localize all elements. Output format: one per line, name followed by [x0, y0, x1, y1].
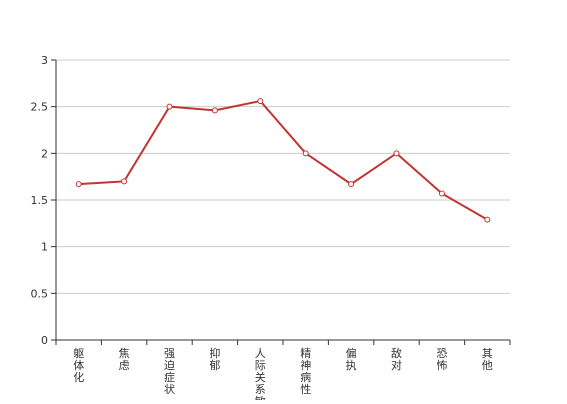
data-point — [484, 216, 491, 223]
x-tick-label: 强迫症状 — [164, 347, 175, 396]
y-tick-label: 2.5 — [31, 101, 49, 114]
data-point — [166, 103, 173, 110]
y-tick-label: 0.5 — [31, 287, 49, 300]
x-tick-label: 焦虑 — [119, 347, 130, 372]
x-tick-label: 偏执 — [346, 346, 357, 372]
data-point — [348, 181, 355, 188]
data-point — [211, 107, 218, 114]
data-point — [393, 150, 400, 157]
y-tick-label: 0 — [41, 334, 48, 347]
series-line — [78, 100, 488, 221]
data-point — [75, 181, 82, 188]
tick-labels: 0 0.5 1 1.5 2 2.5 3 躯体化 焦虑 强迫症状 抑郁 人际关系敏感 精神病性 偏执 敌对 恐怖… — [31, 54, 493, 404]
x-tick-label: 其他 — [482, 347, 493, 372]
data-point — [438, 190, 445, 197]
y-tick-label: 2 — [41, 147, 48, 160]
data-point — [302, 150, 309, 157]
x-tick-label: 人际关系敏感 — [255, 347, 266, 400]
y-tick-label: 3 — [41, 54, 48, 67]
y-tick-label: 1 — [41, 241, 48, 254]
data-point — [257, 98, 264, 105]
series-layer — [75, 98, 491, 223]
gridlines — [56, 59, 510, 294]
axes — [51, 59, 511, 345]
x-tick-label: 躯体化 — [73, 347, 84, 384]
x-tick-label: 抑郁 — [209, 346, 220, 372]
x-tick-label: 敌对 — [391, 346, 402, 372]
x-tick-label: 精神病性 — [300, 347, 311, 396]
y-tick-label: 1.5 — [31, 194, 49, 207]
x-tick-label: 恐怖 — [436, 347, 447, 372]
data-point — [121, 178, 128, 185]
